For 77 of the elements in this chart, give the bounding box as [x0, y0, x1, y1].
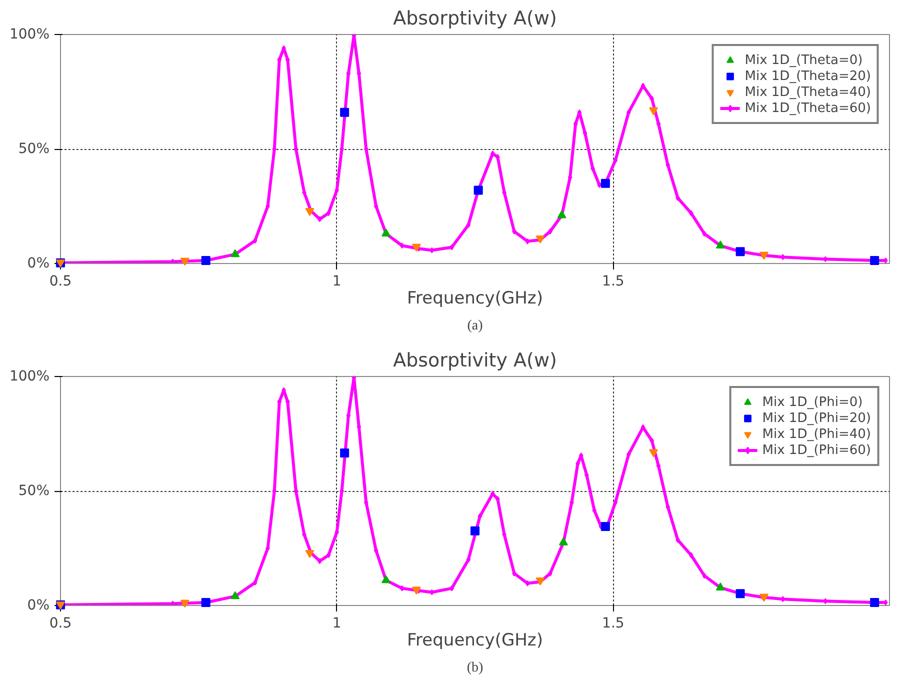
point: [649, 107, 658, 116]
point: [382, 575, 391, 584]
point: [666, 504, 670, 510]
point: [600, 178, 610, 188]
x-axis-title: Frequency(GHz): [407, 288, 543, 308]
legend-label: Mix 1D_(Theta=40): [744, 84, 871, 100]
chart-title: Absorptivity A(w): [393, 350, 557, 372]
x-axis-title: Frequency(GHz): [407, 630, 543, 650]
x-tick-label: 1.5: [602, 274, 624, 290]
point: [640, 424, 646, 430]
legend-label: Mix 1D_(Theta=20): [744, 68, 871, 84]
text: (b): [466, 660, 484, 676]
point: [536, 578, 545, 586]
point: [760, 252, 769, 260]
point: [412, 586, 421, 595]
point: [412, 244, 421, 252]
point: [340, 108, 350, 117]
point: [252, 580, 258, 586]
point: [474, 186, 483, 195]
legend-label: Mix 1D_(Phi=40): [762, 426, 871, 442]
point: [548, 570, 552, 576]
point: [340, 448, 350, 458]
point: [558, 537, 568, 546]
point: [400, 585, 404, 592]
point: [180, 600, 190, 608]
point: [201, 598, 210, 608]
point: [230, 591, 240, 600]
legend-label: Mix 1D_(Phi=20): [762, 410, 871, 426]
point: [736, 589, 745, 598]
x-tick-label: 0.5: [49, 616, 72, 632]
point: [702, 572, 707, 579]
point: [326, 210, 331, 216]
point: [230, 249, 240, 258]
legend-label: Mix 1D_(Phi=0): [762, 394, 863, 410]
text: (a): [467, 318, 484, 334]
point: [688, 552, 694, 558]
point: [201, 256, 210, 266]
point: [305, 208, 314, 216]
point: [600, 522, 610, 531]
point: [716, 240, 725, 248]
point: [252, 238, 258, 244]
point: [613, 157, 618, 164]
point: [326, 552, 331, 558]
x-tick-label: 1.5: [602, 616, 624, 632]
point: [557, 210, 566, 218]
y-tick-label: 100%: [9, 368, 50, 384]
point: [536, 236, 545, 244]
legend-label: Mix 1D_(Phi=60): [762, 442, 871, 458]
y-tick-label: 0%: [27, 256, 50, 272]
point: [688, 210, 694, 216]
point: [870, 598, 880, 608]
point: [736, 247, 745, 256]
point: [470, 526, 480, 536]
legend-label: Mix 1D_(Theta=60): [744, 100, 871, 116]
y-tick-label: 0%: [27, 598, 50, 614]
point: [760, 594, 769, 602]
point: [478, 513, 482, 520]
point: [702, 230, 707, 237]
point: [649, 449, 658, 458]
y-tick-label: 50%: [18, 141, 50, 157]
point: [382, 228, 391, 237]
point: [180, 258, 190, 266]
legend-label: Mix 1D_(Theta=0): [744, 52, 863, 68]
point: [305, 550, 314, 558]
point: [666, 162, 670, 168]
x-tick-label: 0.5: [49, 274, 72, 290]
point: [870, 256, 880, 266]
point: [640, 82, 646, 89]
y-tick-label: 100%: [9, 26, 50, 42]
point: [716, 582, 725, 590]
point: [613, 499, 618, 506]
chart-title: Absorptivity A(w): [393, 8, 557, 30]
point: [548, 228, 552, 234]
x-tick-label: 1: [332, 616, 342, 632]
y-tick-label: 50%: [18, 483, 50, 499]
point: [466, 222, 471, 228]
x-tick-label: 1: [332, 274, 342, 290]
